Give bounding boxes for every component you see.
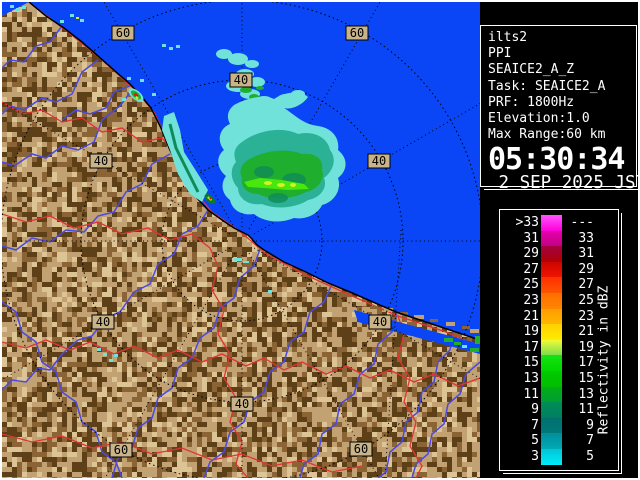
legend-lower-bound: 31: [523, 230, 539, 246]
legend-lower-bound: 11: [523, 386, 539, 402]
reflectivity-legend-panel: >33 --- 31 33 29 31 27 29 25 27 23 25 21 23 19 21 17 19 15…: [499, 209, 622, 474]
legend-lower-bound: 5: [531, 433, 539, 449]
legend-row: 19 21: [500, 324, 618, 340]
legend-upper-bound: 21: [578, 324, 594, 340]
legend-lower-bound: 17: [523, 339, 539, 355]
legend-upper-bound: 31: [578, 246, 594, 262]
legend-upper-bound: 7: [586, 433, 594, 449]
legend-color-swatch: [541, 448, 562, 465]
legend-color-swatch: [541, 370, 562, 387]
legend-upper-bound: 5: [586, 448, 594, 464]
legend-color-swatch: [541, 246, 562, 262]
legend-upper-bound: 23: [578, 308, 594, 324]
legend-color-swatch: [541, 402, 562, 418]
legend-row: 17 19: [500, 339, 618, 356]
legend-row: 15 17: [500, 355, 618, 371]
legend-lower-bound: 13: [523, 370, 539, 386]
legend-upper-bound: 17: [578, 355, 594, 371]
legend-row: 25 27: [500, 277, 618, 293]
intense-cell-offshore: [128, 88, 144, 102]
legend-color-swatch: [541, 433, 562, 449]
legend-lower-bound: 27: [523, 261, 539, 277]
clock-time: 05:30:34: [488, 142, 626, 178]
legend-lower-bound: 29: [523, 246, 539, 262]
legend-color-swatch: [541, 339, 562, 356]
legend-row: 9 11: [500, 402, 618, 418]
legend-lower-bound: 9: [531, 402, 539, 418]
legend-row: >33 ---: [500, 215, 618, 231]
legend-lower-bound: 15: [523, 355, 539, 371]
legend-lower-bound: 21: [523, 308, 539, 324]
legend-row: 31 33: [500, 230, 618, 247]
legend-upper-bound: 25: [578, 292, 594, 308]
info-line-0: ilts2: [488, 30, 528, 45]
legend-row: 29 31: [500, 246, 618, 262]
legend-color-swatch: [541, 277, 562, 293]
legend-color-swatch: [541, 261, 562, 278]
info-line-5: Elevation:1.0: [488, 111, 590, 127]
legend-lower-bound: 23: [523, 292, 539, 308]
legend-upper-bound: 13: [578, 386, 594, 402]
legend-color-swatch: [541, 355, 562, 371]
legend-upper-bound: 27: [578, 277, 594, 293]
legend-row: 13 15: [500, 370, 618, 387]
info-line-1: PPI: [488, 46, 512, 62]
legend-rows: >33 --- 31 33 29 31 27 29 25 27 23 25 21 23 19 21 17 19 15…: [500, 215, 618, 465]
legend-row: 21 23: [500, 308, 618, 325]
legend-lower-bound: 3: [531, 448, 539, 464]
legend-row: 23 25: [500, 292, 618, 309]
legend-lower-bound: >33: [515, 215, 539, 230]
legend-upper-bound: 19: [578, 339, 594, 355]
legend-lower-bound: 19: [523, 324, 539, 340]
legend-upper-bound: ---: [570, 215, 594, 230]
info-line-3: Task: SEAICE2_A: [488, 78, 606, 94]
legend-lower-bound: 25: [523, 277, 539, 293]
radar-info-panel: ilts2 PPI SEAICE2_A_Z Task: SEAICE2_A PRF: 1…: [480, 25, 638, 193]
info-line-2: SEAICE2_A_Z: [488, 62, 575, 78]
legend-upper-bound: 9: [586, 417, 594, 433]
radar-echoes: [10, 5, 480, 362]
intense-cell-coast: [204, 194, 216, 204]
info-line-4: PRF: 1800Hz: [488, 94, 575, 110]
legend-color-swatch: [541, 230, 562, 247]
legend-color-swatch: [541, 386, 562, 403]
legend-row: 27 29: [500, 261, 618, 278]
legend-color-swatch: [541, 417, 562, 434]
coastline: [28, 2, 480, 341]
legend-row: 11 13: [500, 386, 618, 403]
legend-color-swatch: [541, 308, 562, 325]
radar-info-lines: ilts2 PPI SEAICE2_A_Z Task: SEAICE2_A PRF: 1…: [488, 30, 634, 143]
clock-date: 2 SEP 2025 JST: [488, 173, 640, 194]
legend-color-swatch: [541, 215, 562, 231]
legend-color-swatch: [541, 324, 562, 340]
legend-axis-title: Reflectivity in dBZ: [596, 285, 612, 435]
legend-color-swatch: [541, 292, 562, 309]
legend-upper-bound: 29: [578, 261, 594, 277]
info-line-6: Max Range:60 km: [488, 127, 606, 143]
legend-upper-bound: 11: [578, 402, 594, 418]
legend-upper-bound: 33: [578, 230, 594, 246]
legend-upper-bound: 15: [578, 370, 594, 386]
legend-lower-bound: 7: [531, 417, 539, 433]
